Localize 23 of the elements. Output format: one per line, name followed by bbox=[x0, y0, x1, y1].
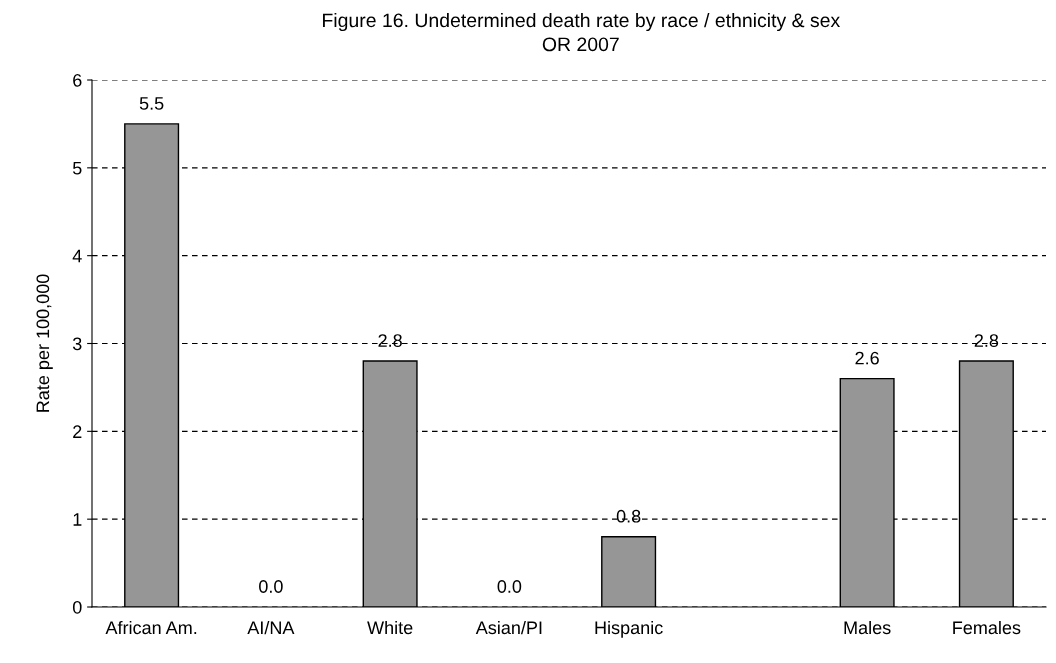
data-label: 5.5 bbox=[139, 97, 164, 110]
x-tick-label: Hispanic bbox=[595, 620, 663, 638]
y-tick-label: 3 bbox=[72, 337, 82, 351]
data-label: 2.8 bbox=[378, 334, 402, 347]
x-tick-label: Males bbox=[844, 620, 891, 635]
chart-title: Figure 16. Undetermined death rate by race / ethnicity & sex bbox=[323, 12, 840, 32]
x-tick-label: Females bbox=[953, 620, 1021, 635]
y-tick-label: 5 bbox=[72, 161, 82, 175]
data-label: 0.8 bbox=[616, 509, 641, 523]
x-tick-label: AI/NA bbox=[247, 620, 295, 635]
x-tick-label: Asian/PI bbox=[475, 620, 542, 635]
chart-subtitle: OR 2007 bbox=[542, 37, 619, 52]
y-tick-label: 2 bbox=[73, 425, 82, 438]
x-tick-label: White bbox=[367, 620, 413, 635]
y-tick-label: 4 bbox=[72, 249, 82, 263]
y-axis-title: Rate per 100,000 bbox=[36, 274, 53, 412]
x-tick-label: African Am. bbox=[105, 620, 197, 635]
data-label: 0.0 bbox=[497, 580, 522, 593]
data-label: 2.6 bbox=[855, 351, 879, 365]
y-tick-label: 1 bbox=[73, 513, 82, 526]
y-tick-label: 0 bbox=[72, 600, 82, 614]
data-label: 0.0 bbox=[259, 580, 283, 593]
y-tick-label: 6 bbox=[73, 73, 82, 87]
